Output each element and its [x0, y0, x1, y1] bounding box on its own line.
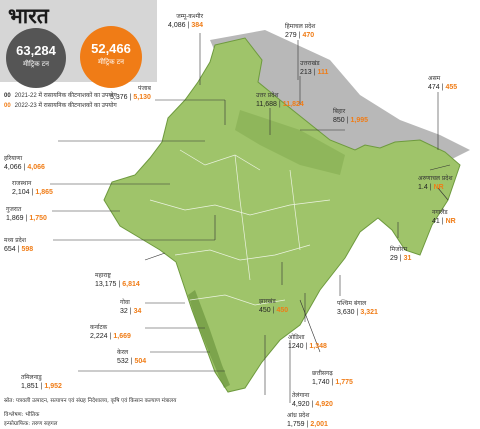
- state-label-kl: केरल 532 | 504: [117, 349, 147, 365]
- state-label-pb: पंजाब 5,376 | 5,130: [110, 85, 151, 101]
- state-label-gj: गुजरात 1,869 | 1,750: [6, 206, 47, 222]
- legend-2021-22-swatch: 00: [4, 93, 11, 99]
- state-label-rj: राजस्थान 2,104 | 1,865: [12, 180, 53, 196]
- state-label-od: ओडिशा 1240 | 1,348: [288, 334, 327, 350]
- total-2021-22-value: 63,284: [16, 43, 56, 58]
- state-label-mh: महाराष्ट्र 13,175 | 6,814: [95, 272, 140, 288]
- state-label-mz: मिजोरम 29 | 31: [390, 246, 412, 262]
- total-2022-23-value: 52,466: [91, 41, 131, 56]
- total-2022-23-circle: 52,466 मीट्रिक टन: [80, 26, 142, 88]
- legend-2022-23: 00 2022-23 में रासायनिक कीटनाशकों का उपय…: [4, 101, 117, 109]
- state-label-cg: छत्तीसगढ़ 1,740 | 1,775: [312, 370, 353, 386]
- state-label-ap: आंध्र प्रदेश 1,759 | 2,001: [287, 412, 328, 428]
- state-label-jh: झारखंड 450 | 450: [259, 298, 289, 314]
- legend-2021-22: 00 2021-22 में रासायनिक कीटनाशकों का उपय…: [4, 91, 117, 99]
- map-title: भारत: [8, 4, 49, 28]
- state-label-ar: अरुणाचल प्रदेश 1.4 | NR: [418, 175, 453, 191]
- total-2021-22-circle: 63,284 मीट्रिक टन: [6, 28, 66, 88]
- graphic-credit: इन्फोग्राफिक: तरुण सहगल: [4, 421, 58, 427]
- state-label-hp: हिमाचल प्रदेश 279 | 470: [285, 23, 316, 39]
- legend-2022-23-text: 2022-23 में रासायनिक कीटनाशकों का उपयोग: [14, 103, 117, 109]
- state-label-br: बिहार 850 | 1,995: [333, 108, 369, 124]
- himalaya-terrain: [210, 30, 470, 170]
- ghats-shade: [188, 290, 230, 388]
- state-label-wb: पश्चिम बंगाल 3,630 | 3,321: [337, 300, 378, 316]
- summary-panel: भारत 63,284 मीट्रिक टन 52,466 मीट्रिक टन: [0, 0, 157, 88]
- state-label-tn: तमिलनाडु 1,851 | 1,952: [21, 374, 62, 390]
- ganges-plain-shade: [235, 110, 345, 175]
- state-label-hr: हरियाणा 4,066 | 4,066: [4, 155, 45, 171]
- state-label-as: असम 474 | 455: [428, 75, 458, 91]
- legend-2022-23-swatch: 00: [4, 103, 11, 109]
- state-borders: [149, 149, 331, 306]
- state-label-uk: उत्तराखंड 213 | 111: [300, 60, 329, 76]
- total-2021-22-unit: मीट्रिक टन: [22, 61, 50, 68]
- state-label-nl: नगालैंड 41 | NR: [432, 209, 456, 225]
- source-note: स्रोत: पत्रवली उत्पादन, सत्यापन एवं संग्…: [4, 398, 177, 404]
- legend-2021-22-text: 2021-22 में रासायनिक कीटनाशकों का उपयोग: [14, 93, 117, 99]
- state-label-ga: गोवा 32 | 34: [120, 299, 142, 315]
- state-label-mp: मध्य प्रदेश 654 | 598: [4, 237, 34, 253]
- state-label-jk: जम्मू-कश्मीर 4,086 | 384: [168, 13, 204, 29]
- state-label-ka: कर्नाटक 2,224 | 1,669: [90, 324, 131, 340]
- leader-lines: [50, 33, 451, 403]
- total-2022-23-unit: मीट्रिक टन: [97, 59, 125, 66]
- analysis-note: विश्लेषण: भौतिक: [4, 412, 40, 418]
- state-label-tg: तेलंगाना 4,920 | 4,920: [292, 392, 333, 408]
- state-label-up: उत्तर प्रदेश 11,688 | 11,824: [256, 92, 304, 108]
